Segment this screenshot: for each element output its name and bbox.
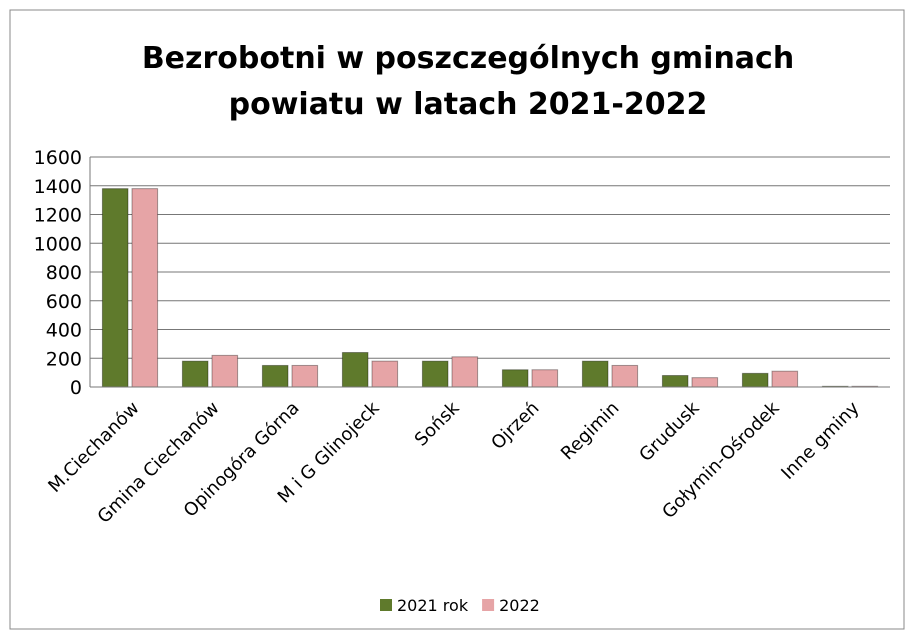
y-tick-label: 1000	[34, 233, 82, 255]
legend-label: 2022	[499, 596, 540, 615]
y-tick-label: 1200	[34, 205, 82, 227]
y-tick-label: 800	[46, 262, 82, 284]
bar	[261, 364, 289, 388]
bar	[531, 369, 559, 388]
bar	[211, 354, 239, 388]
bar	[581, 360, 609, 388]
chart-title: Bezrobotni w poszczególnych gminach	[142, 41, 794, 76]
bar	[371, 360, 399, 388]
bar	[291, 364, 319, 388]
bar	[771, 370, 799, 388]
legend-label: 2021 rok	[397, 596, 469, 615]
bar	[421, 360, 449, 388]
bar	[741, 372, 769, 388]
y-tick-label: 600	[46, 291, 82, 313]
y-tick-label: 1600	[34, 147, 82, 169]
legend-swatch	[380, 599, 392, 611]
bar	[341, 352, 369, 388]
y-tick-label: 400	[46, 320, 82, 342]
bar	[611, 364, 639, 388]
y-tick-label: 0	[70, 377, 82, 399]
bar	[131, 188, 159, 388]
bar	[691, 377, 719, 388]
bar	[181, 360, 209, 388]
y-tick-label: 1400	[34, 176, 82, 198]
bar	[451, 356, 479, 388]
legend-swatch	[482, 599, 495, 611]
bar	[661, 375, 689, 388]
chart-title: powiatu w latach 2021-2022	[229, 87, 708, 122]
bar	[101, 188, 129, 388]
y-tick-label: 200	[46, 348, 82, 370]
bar	[501, 369, 529, 388]
chart-border	[9, 9, 905, 630]
